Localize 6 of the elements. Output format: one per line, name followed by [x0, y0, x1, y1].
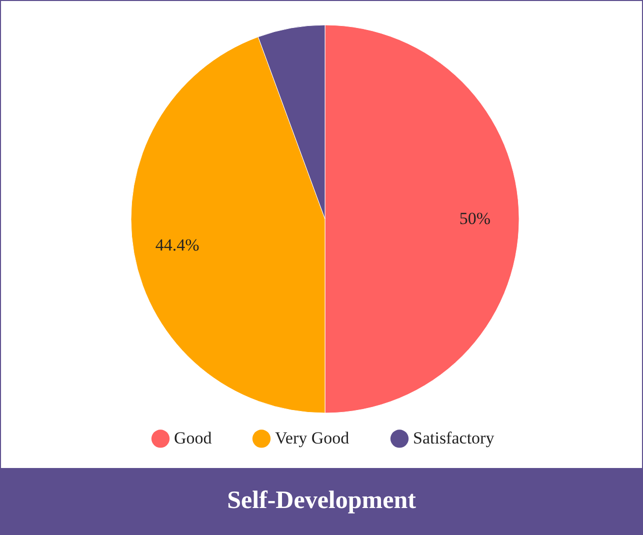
data-label: 44.4% — [155, 235, 200, 254]
data-label: 50% — [459, 209, 491, 228]
legend-label: Very Good — [275, 428, 350, 448]
legend-label: Good — [174, 428, 212, 448]
text: Self-Development — [1, 468, 642, 534]
legend-label: Satisfactory — [413, 428, 495, 448]
